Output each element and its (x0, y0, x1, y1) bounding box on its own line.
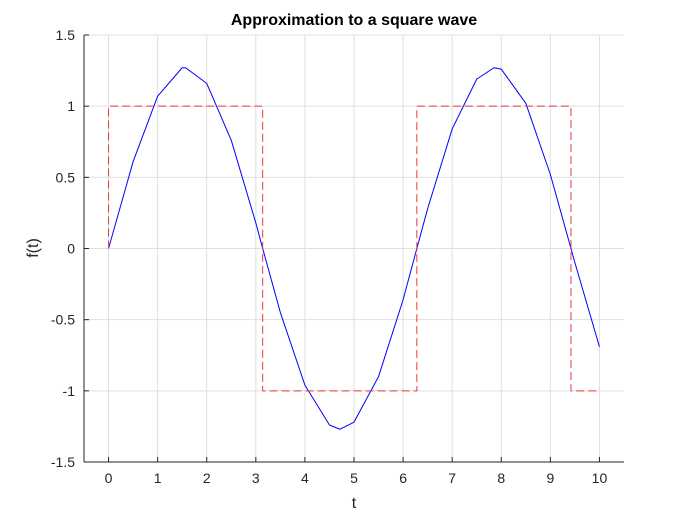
x-tick-label: 10 (592, 470, 608, 486)
y-tick-label: -1 (63, 383, 76, 399)
x-tick-label: 6 (399, 470, 407, 486)
square-wave-series (108, 105, 600, 392)
x-tick-label: 9 (546, 470, 554, 486)
y-tick-label: 1 (67, 98, 75, 114)
axes (83, 34, 624, 463)
x-tick-label: 7 (448, 470, 456, 486)
y-axis-label: f(t) (25, 238, 42, 258)
x-tick-label: 1 (154, 470, 162, 486)
y-tick-label: -1.5 (51, 454, 75, 470)
x-tick-label: 4 (301, 470, 309, 486)
y-tick-label: 1.5 (56, 27, 76, 43)
fourier-approximation-series (108, 67, 600, 430)
series-layer (108, 67, 600, 430)
chart-title: Approximation to a square wave (231, 12, 477, 29)
x-tick-label: 0 (105, 470, 113, 486)
y-tick-label: -0.5 (51, 312, 75, 328)
y-tick-label: 0 (67, 241, 75, 257)
x-axis-label: t (352, 495, 357, 512)
x-tick-label: 5 (350, 470, 358, 486)
tick-labels: 0 1 2 3 4 5 6 7 8 9 10 -1.5 -1 -0.5 0 0.5 1 1.5 (51, 27, 608, 486)
x-tick-label: 8 (497, 470, 505, 486)
x-tick-label: 2 (203, 470, 211, 486)
x-tick-label: 3 (252, 470, 260, 486)
y-tick-label: 0.5 (56, 169, 76, 185)
